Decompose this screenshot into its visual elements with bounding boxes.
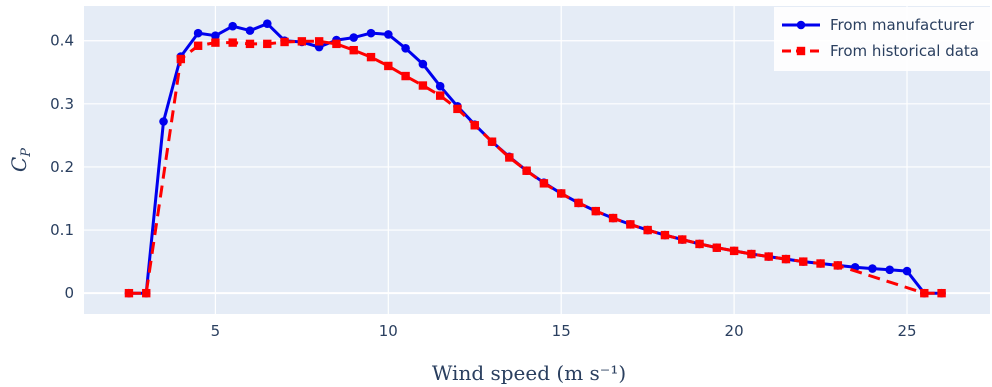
data-point <box>487 137 497 146</box>
x-tick-label: 5 <box>211 322 221 340</box>
data-point <box>712 243 722 252</box>
data-point <box>384 61 393 71</box>
x-tick-label: 25 <box>897 322 916 340</box>
y-tick-label: 0 <box>64 284 74 302</box>
data-point <box>764 252 773 261</box>
data-point <box>263 39 272 49</box>
y-tick-label: 0.1 <box>50 221 74 239</box>
data-point <box>643 225 652 235</box>
data-point <box>159 117 168 126</box>
data-point <box>885 265 895 275</box>
data-point <box>799 257 808 266</box>
data-point <box>591 206 600 216</box>
y-axis-title-subscript: P <box>19 148 34 158</box>
data-point <box>557 189 566 198</box>
data-point <box>245 39 255 49</box>
x-tick-label: 20 <box>725 322 744 340</box>
x-axis-title: Wind speed (m s⁻¹) <box>432 361 626 385</box>
data-point <box>384 30 393 39</box>
legend-label: From manufacturer <box>830 16 975 34</box>
data-point <box>626 220 635 229</box>
data-point <box>193 28 203 38</box>
data-point <box>695 239 704 249</box>
data-point <box>920 288 929 298</box>
x-tick-label: 15 <box>552 322 571 340</box>
legend-item: From manufacturer <box>782 16 975 34</box>
tick-label-layer: 5 10 15 20 25 0 0.1 0.2 0.3 0.4 <box>50 32 916 340</box>
legend-label: From historical data <box>830 42 979 60</box>
series-layer <box>124 19 946 298</box>
y-tick-label: 0.3 <box>50 95 74 113</box>
data-point <box>262 19 272 28</box>
legend: From manufacturer From historical data <box>774 7 990 71</box>
data-point <box>193 41 203 50</box>
data-point <box>729 246 739 256</box>
data-point <box>747 249 756 259</box>
y-axis-title-main: C <box>7 157 31 172</box>
data-point <box>660 230 670 240</box>
x-tick-label: 10 <box>379 322 398 340</box>
data-point <box>366 28 376 38</box>
data-point <box>522 166 531 175</box>
data-point <box>539 179 549 188</box>
data-point <box>816 259 825 268</box>
data-point <box>418 81 428 90</box>
data-point <box>332 39 341 49</box>
svg-text:CP: CP <box>7 148 34 172</box>
data-point <box>833 261 843 270</box>
data-point <box>349 33 359 42</box>
data-point <box>211 31 220 40</box>
data-point <box>781 254 791 264</box>
y-axis-title: CP <box>7 148 34 172</box>
y-tick-label: 0.4 <box>50 32 74 50</box>
data-point <box>608 213 618 223</box>
data-point <box>401 71 410 81</box>
data-point <box>124 288 134 298</box>
data-point <box>211 38 220 47</box>
legend-marker <box>796 20 806 30</box>
data-point <box>678 235 687 244</box>
legend-background <box>774 7 990 71</box>
y-tick-label: 0.2 <box>50 158 74 176</box>
data-point <box>176 54 186 64</box>
data-point <box>280 37 289 47</box>
data-point <box>902 266 912 276</box>
data-point <box>366 52 376 62</box>
data-point <box>435 81 445 91</box>
data-point <box>435 91 445 100</box>
data-point <box>228 21 237 31</box>
data-point <box>142 288 151 298</box>
data-point <box>453 104 462 114</box>
data-point <box>245 26 255 35</box>
data-point <box>868 264 877 273</box>
data-point <box>349 45 358 55</box>
legend-marker <box>796 46 806 56</box>
data-point <box>937 288 946 298</box>
data-point <box>505 153 514 162</box>
series-historical <box>124 37 946 298</box>
data-point <box>418 59 428 69</box>
data-point <box>314 37 324 46</box>
data-point <box>401 43 410 53</box>
legend-item: From historical data <box>782 42 979 60</box>
data-point <box>297 37 307 46</box>
data-point <box>228 38 237 47</box>
data-point <box>574 198 583 208</box>
data-point <box>470 121 479 130</box>
